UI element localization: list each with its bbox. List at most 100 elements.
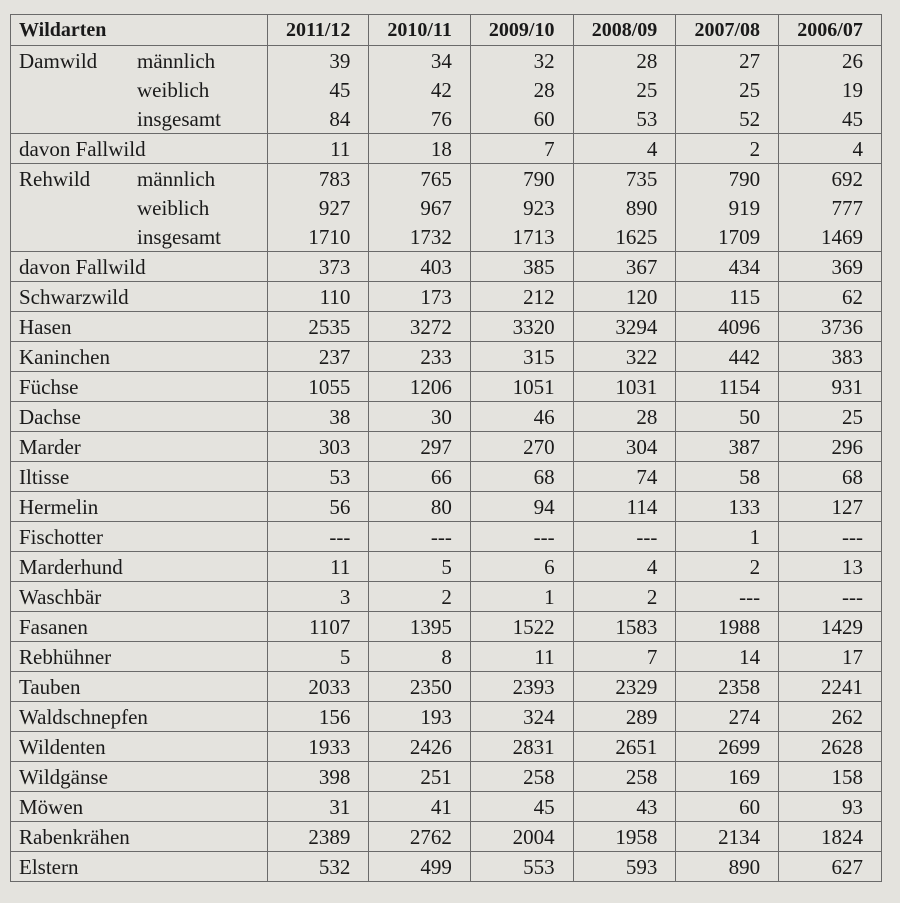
value-cell: 52 [675, 104, 780, 134]
value-cell: 1395 [368, 611, 471, 642]
value-cell: 553 [469, 851, 574, 882]
row-label: Kaninchen [10, 341, 268, 372]
table-row: davon Fallwild 11 18 7 4 2 4 [10, 133, 882, 164]
value-cell: 93 [778, 791, 882, 822]
value-cell: 5 [266, 641, 370, 672]
value-cell: 1713 [469, 222, 574, 252]
value-cell: 25 [778, 401, 882, 432]
table-row: Hermelin 56 80 94 114 133 127 [10, 491, 882, 522]
value-cell: 50 [675, 401, 780, 432]
value-cell: 373 [266, 251, 370, 282]
row-label: Iltisse [10, 461, 268, 492]
value-cell: 1824 [778, 821, 882, 852]
value-cell: 2762 [368, 821, 471, 852]
value-cell: 193 [368, 701, 471, 732]
value-cell: 2241 [778, 671, 882, 702]
value-cell: 1625 [572, 222, 677, 252]
table-row: Fasanen 1107 1395 1522 1583 1988 1429 [10, 611, 882, 642]
table-row: Wildgänse 398 251 258 258 169 158 [10, 761, 882, 792]
value-cell: 6 [469, 551, 574, 582]
species: Elstern [19, 854, 79, 879]
value-cell: 237 [266, 341, 370, 372]
value-cell: 8 [368, 641, 471, 672]
value-cell: 11 [266, 551, 370, 582]
value-cell: 890 [572, 193, 677, 222]
value-cell: 304 [572, 431, 677, 462]
value-cell: 1206 [368, 371, 471, 402]
table-row: Waschbär 3 2 1 2 --- --- [10, 581, 882, 612]
value-cell: 385 [469, 251, 574, 282]
value-cell: 790 [675, 163, 780, 193]
row-label: Waschbär [10, 581, 268, 612]
value-cell: 58 [675, 461, 780, 492]
value-cell: 296 [778, 431, 882, 462]
table-row: weiblich 927 967 923 890 919 777 [10, 193, 882, 222]
species: davon Fallwild [19, 254, 146, 279]
value-cell: 258 [572, 761, 677, 792]
table-row: Marderhund 11 5 6 4 2 13 [10, 551, 882, 582]
value-cell: 262 [778, 701, 882, 732]
value-cell: 2004 [469, 821, 574, 852]
value-cell: 4096 [675, 311, 780, 342]
value-cell: --- [778, 521, 882, 552]
value-cell: 17 [778, 641, 882, 672]
value-cell: 274 [675, 701, 780, 732]
value-cell: 303 [266, 431, 370, 462]
species: Möwen [19, 794, 84, 819]
value-cell: 38 [266, 401, 370, 432]
value-cell: 1429 [778, 611, 882, 642]
value-cell: 2628 [778, 731, 882, 762]
value-cell: 25 [572, 75, 677, 104]
value-cell: 45 [266, 75, 370, 104]
value-cell: 76 [368, 104, 471, 134]
value-cell: 66 [368, 461, 471, 492]
species: Rabenkrähen [19, 824, 130, 849]
value-cell: 53 [266, 461, 370, 492]
header-cell: 2009/10 [469, 14, 574, 46]
table-row: Kaninchen 237 233 315 322 442 383 [10, 341, 882, 372]
species: Damwild [19, 48, 98, 73]
value-cell: 627 [778, 851, 882, 882]
row-label: Möwen [10, 791, 268, 822]
row-label: Rebhühner [10, 641, 268, 672]
species: Iltisse [19, 464, 70, 489]
value-cell: 212 [469, 281, 574, 312]
table-row: Möwen 31 41 45 43 60 93 [10, 791, 882, 822]
header-cell: Wildarten [10, 14, 268, 46]
value-cell: --- [469, 521, 574, 552]
value-cell: --- [266, 521, 370, 552]
species: Marderhund [19, 554, 123, 579]
value-cell: 251 [368, 761, 471, 792]
species: Rehwild [19, 166, 91, 191]
row-label: Marderhund [10, 551, 268, 582]
value-cell: 1710 [266, 222, 370, 252]
value-cell: 2329 [572, 671, 677, 702]
value-cell: 923 [469, 193, 574, 222]
row-label: Wildenten [10, 731, 268, 762]
value-cell: 18 [368, 133, 471, 164]
table-row: davon Fallwild 373 403 385 367 434 369 [10, 251, 882, 282]
value-cell: 2134 [675, 821, 780, 852]
value-cell: 13 [778, 551, 882, 582]
species: Waldschnepfen [19, 704, 148, 729]
table-row: Dachse 38 30 46 28 50 25 [10, 401, 882, 432]
value-cell: 25 [675, 75, 780, 104]
value-cell: 74 [572, 461, 677, 492]
value-cell: 1051 [469, 371, 574, 402]
value-cell: 1 [469, 581, 574, 612]
species: Füchse [19, 374, 79, 399]
table-row: Fischotter --- --- --- --- 1 --- [10, 521, 882, 552]
value-cell: 1958 [572, 821, 677, 852]
value-cell: 3272 [368, 311, 471, 342]
value-cell: 2350 [368, 671, 471, 702]
value-cell: 2 [675, 133, 780, 164]
row-label: Fasanen [10, 611, 268, 642]
value-cell: 53 [572, 104, 677, 134]
value-cell: 1154 [675, 371, 780, 402]
value-cell: 7 [572, 641, 677, 672]
row-label: Elstern [10, 851, 268, 882]
value-cell: 11 [266, 133, 370, 164]
species: Marder [19, 434, 81, 459]
table-row: Rehwild männlich 783 765 790 735 790 692 [10, 163, 882, 193]
value-cell: 156 [266, 701, 370, 732]
